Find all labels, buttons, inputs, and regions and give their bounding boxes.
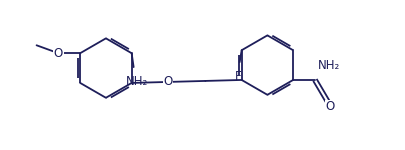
Text: O: O (53, 47, 63, 60)
Text: O: O (163, 75, 172, 88)
Text: NH₂: NH₂ (125, 75, 147, 88)
Text: NH₂: NH₂ (317, 59, 339, 72)
Text: F: F (235, 70, 241, 83)
Text: O: O (324, 100, 334, 113)
